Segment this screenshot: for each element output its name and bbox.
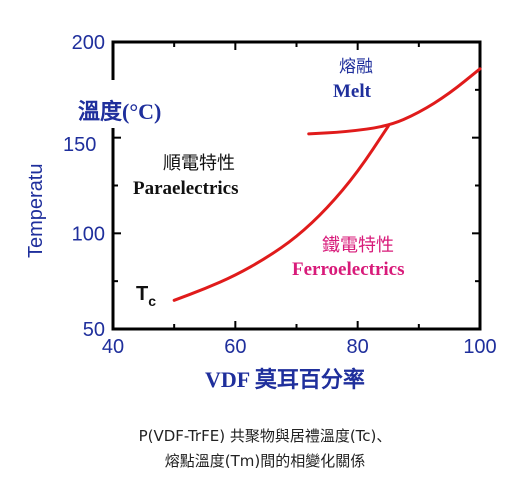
- y-tick-label: 100: [72, 223, 105, 245]
- caption-line-1: P(VDF-TrFE) 共聚物與居禮溫度(Tc)、: [138, 427, 392, 445]
- tc-label-sub: c: [148, 293, 156, 309]
- x-tick-label: 40: [102, 336, 124, 358]
- melt-label-zh: 熔融: [339, 57, 373, 77]
- axis-ticks: [112, 41, 481, 330]
- caption-line-2: 熔點溫度(Tm)間的相變化關係: [164, 452, 366, 470]
- para-label-en: Paraelectrics: [133, 178, 238, 199]
- axis-tick-labels: 40 60 80 100 50 100 200: [72, 32, 497, 358]
- x-tick-label: 60: [224, 336, 246, 358]
- ylabel-overlay-patch: [60, 80, 222, 128]
- melt-label-en: Melt: [333, 81, 372, 102]
- x-tick-label: 80: [347, 336, 369, 358]
- series-line-tm: [307, 67, 482, 136]
- tc-label-main: T: [136, 283, 148, 305]
- para-label-zh: 順電特性: [163, 153, 235, 174]
- tc-label: Tc: [136, 283, 156, 309]
- ferro-label-zh: 鐵電特性: [322, 235, 394, 256]
- ylabel-overlay: 溫度(°C): [78, 99, 161, 124]
- y-tick-label: 50: [83, 319, 105, 341]
- ferro-label-en: Ferroelectrics: [292, 259, 405, 280]
- y-tick-label-partial: 150: [63, 134, 96, 156]
- series-curves: [172, 67, 482, 302]
- series-line-tc: [172, 124, 390, 302]
- y-tick-label: 200: [72, 32, 105, 54]
- y-axis-label: Temperatu: [25, 164, 47, 259]
- x-axis-label: VDF 莫耳百分率: [205, 367, 365, 392]
- x-tick-label: 100: [463, 336, 496, 358]
